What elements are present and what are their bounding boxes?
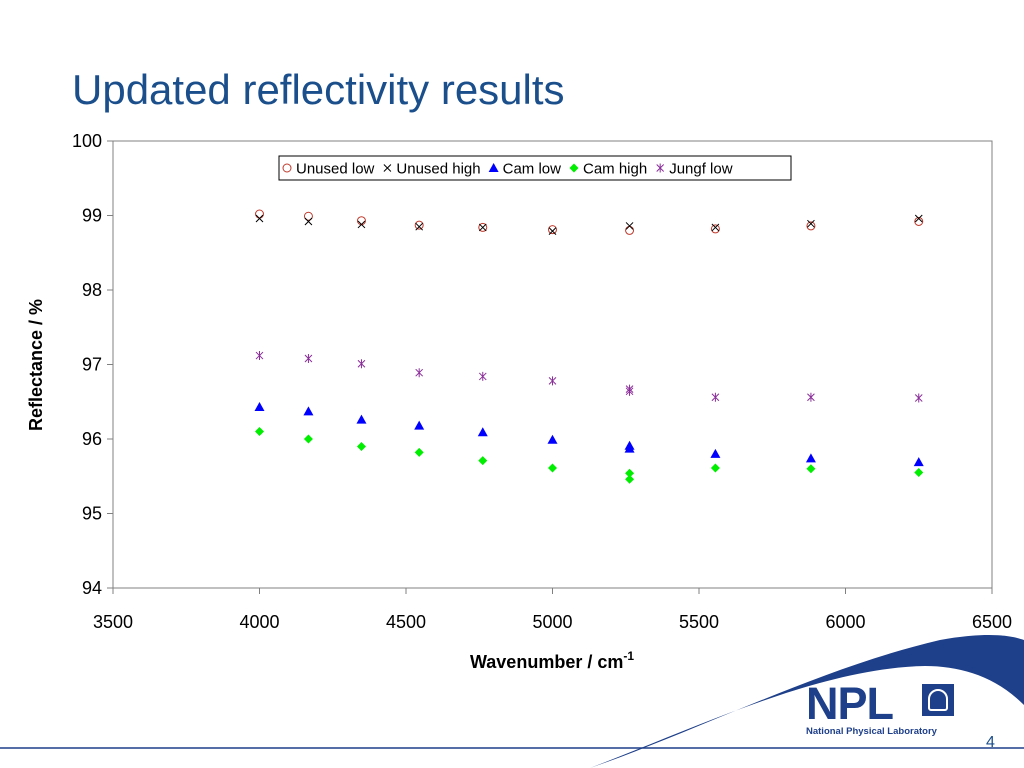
x-tick-label: 4000 [239, 612, 279, 632]
data-point [356, 441, 366, 451]
data-point [711, 392, 720, 402]
chart-legend: Unused low Unused high Cam low Cam high Jung… [278, 155, 792, 181]
data-point [478, 223, 487, 232]
x-tick-label: 6000 [825, 612, 865, 632]
legend-box [278, 155, 792, 181]
y-tick-label: 94 [82, 578, 102, 598]
x-axis-label: Wavenumber / cm-1 [470, 649, 634, 672]
data-point [255, 209, 264, 219]
data-point [357, 359, 366, 369]
data-point [710, 463, 720, 473]
data-point [303, 211, 313, 221]
data-point [255, 427, 264, 437]
data-point [710, 224, 720, 234]
y-tick-label: 95 [82, 504, 102, 524]
data-point [356, 216, 366, 226]
data-point [548, 225, 557, 235]
legend-entry-label: Cam low [503, 161, 562, 178]
data-point [913, 457, 924, 467]
data-point [414, 447, 424, 457]
data-point [914, 393, 923, 403]
data-point [477, 427, 488, 437]
page-number: 4 [986, 734, 995, 751]
data-point [304, 354, 313, 364]
y-axis-label: Reflectance / % [26, 299, 46, 431]
data-point [254, 401, 265, 411]
data-point [548, 463, 557, 473]
data-point [356, 414, 367, 424]
data-point [914, 468, 924, 478]
series-0 [255, 209, 924, 235]
npl-seal-icon [922, 684, 954, 716]
data-point [807, 392, 815, 402]
y-axis: 94 95 96 97 98 99 100 [72, 131, 113, 598]
npl-logo: NPL National Physical Laboratory [806, 678, 956, 745]
legend-marker [488, 163, 499, 172]
data-point [357, 220, 366, 229]
legend-marker [569, 163, 579, 173]
legend-marker [282, 163, 292, 173]
legend-entry-label: Cam high [583, 161, 647, 178]
data-point [625, 225, 635, 235]
x-tick-label: 4500 [386, 612, 426, 632]
data-point [806, 221, 816, 231]
data-points [254, 209, 924, 484]
data-point [414, 220, 424, 230]
data-point [547, 434, 558, 444]
data-point [478, 222, 488, 232]
data-point [805, 453, 816, 463]
data-point [625, 222, 634, 230]
legend-entry-label: Jungf low [669, 161, 733, 178]
legend-entry-label: Unused high [396, 161, 480, 178]
data-point [806, 464, 816, 474]
data-point [303, 434, 313, 444]
data-point [625, 474, 635, 484]
x-axis: 3500 4000 4500 5000 5500 6000 6500 [93, 588, 1012, 632]
slide-title: Updated reflectivity results [72, 66, 565, 113]
x-tick-label: 6500 [972, 612, 1012, 632]
data-point [478, 456, 488, 466]
data-point [625, 468, 635, 478]
data-point [303, 406, 314, 416]
legend-entry-label: Unused low [296, 161, 375, 178]
data-point [304, 217, 313, 226]
x-axis-label-text: Wavenumber / cm [470, 652, 623, 672]
data-point [914, 216, 924, 226]
y-tick-label: 100 [72, 131, 102, 151]
data-point [914, 214, 923, 223]
npl-logo-subtitle: National Physical Laboratory [806, 726, 937, 737]
x-tick-label: 5500 [679, 612, 719, 632]
plot-area [112, 140, 993, 589]
y-tick-label: 97 [82, 355, 102, 375]
series-4 [255, 351, 923, 403]
data-point [414, 420, 425, 430]
data-point [415, 368, 424, 378]
legend-marker [656, 163, 665, 173]
data-point [478, 371, 487, 381]
data-point [255, 214, 264, 223]
y-tick-label: 98 [82, 280, 102, 300]
x-axis-label-superscript: -1 [623, 649, 634, 663]
y-tick-label: 99 [82, 206, 102, 226]
series-1 [255, 214, 923, 235]
data-point [710, 448, 721, 458]
series-2 [254, 401, 924, 467]
legend-marker [383, 164, 392, 172]
x-tick-label: 5000 [532, 612, 572, 632]
data-point [807, 219, 815, 228]
data-point [415, 222, 424, 231]
data-point [255, 351, 264, 361]
y-tick-label: 96 [82, 429, 102, 449]
data-point [624, 443, 635, 453]
x-tick-label: 3500 [93, 612, 133, 632]
series-3 [255, 427, 924, 484]
npl-logo-text: NPL [806, 678, 894, 729]
data-point [548, 227, 557, 235]
data-point [625, 386, 634, 396]
data-point [548, 376, 557, 386]
swoosh-decoration [590, 635, 1024, 768]
data-point [711, 223, 720, 232]
